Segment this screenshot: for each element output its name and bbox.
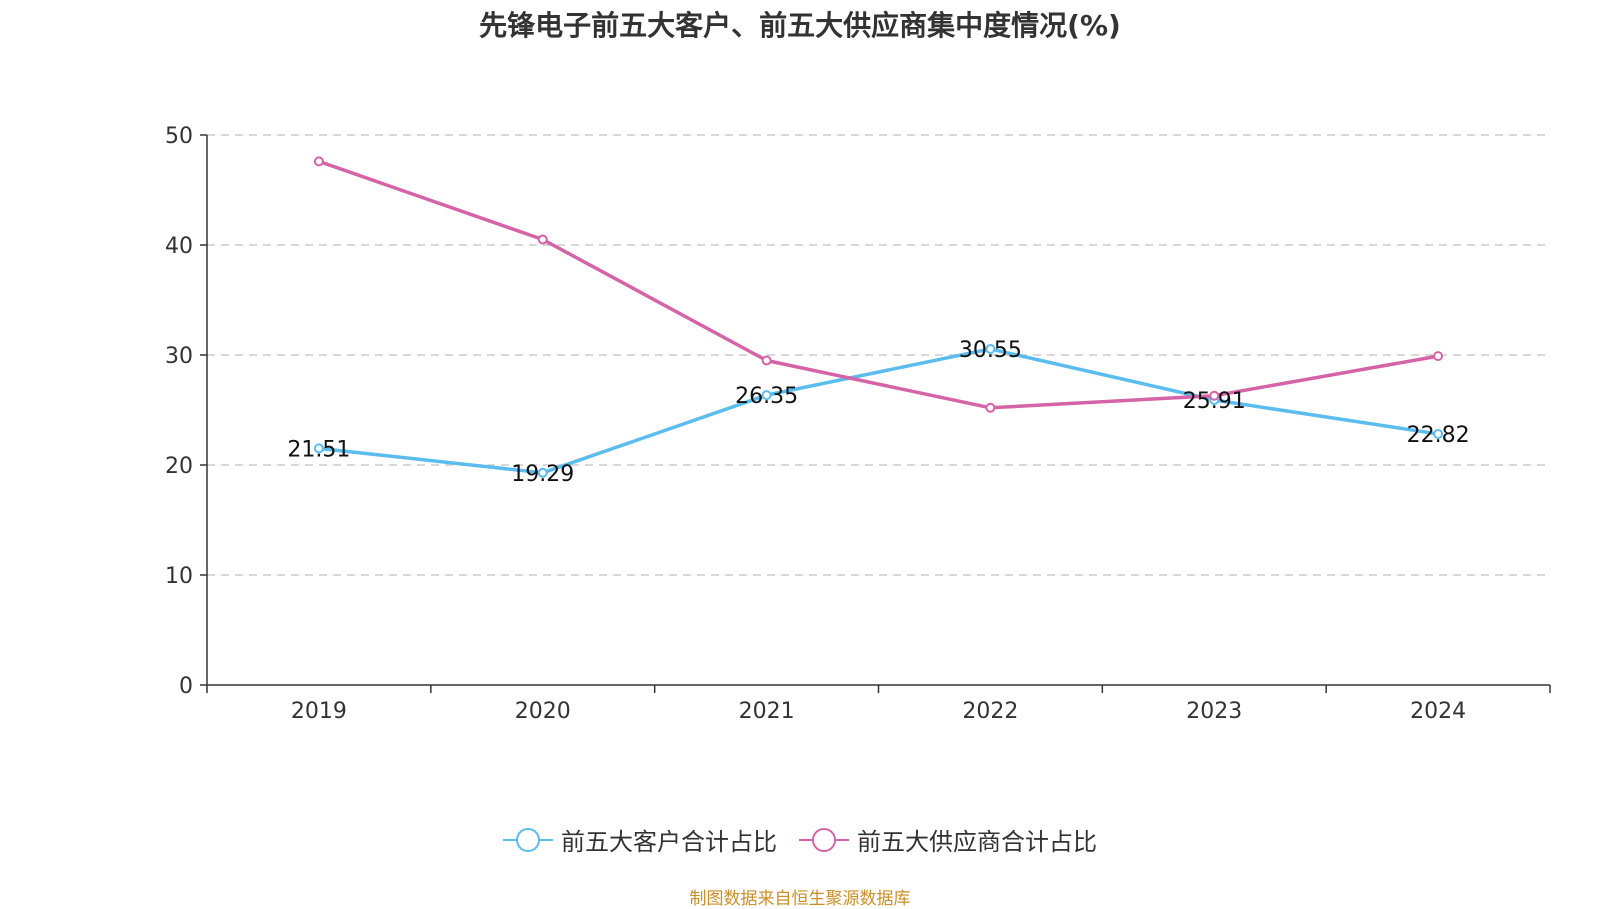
data-point-1 bbox=[1209, 390, 1220, 401]
x-tick-label: 2020 bbox=[515, 699, 571, 724]
data-label-0: 21.51 bbox=[287, 437, 350, 462]
x-tick-label: 2024 bbox=[1410, 699, 1466, 724]
x-tick-label: 2021 bbox=[739, 699, 795, 724]
y-tick-label: 0 bbox=[179, 674, 193, 699]
x-tick-label: 2022 bbox=[962, 699, 1018, 724]
legend-label-customers: 前五大客户合计占比 bbox=[561, 828, 777, 856]
data-label-0: 30.55 bbox=[959, 338, 1022, 363]
chart-title: 先锋电子前五大客户、前五大供应商集中度情况(%) bbox=[479, 9, 1121, 42]
x-tick-label: 2023 bbox=[1186, 699, 1242, 724]
data-point-0 bbox=[761, 390, 772, 401]
data-label-0: 25.91 bbox=[1183, 389, 1246, 414]
data-label-0: 22.82 bbox=[1407, 423, 1470, 448]
data-point-0 bbox=[313, 443, 324, 454]
legend: 前五大客户合计占比 前五大供应商合计占比 bbox=[0, 822, 1600, 857]
y-tick-label: 20 bbox=[165, 454, 193, 479]
data-point-0 bbox=[985, 343, 996, 354]
data-point-1 bbox=[313, 156, 324, 167]
data-point-1 bbox=[537, 234, 548, 245]
data-point-1 bbox=[985, 402, 996, 413]
data-point-0 bbox=[537, 467, 548, 478]
data-point-1 bbox=[761, 355, 772, 366]
series-line-1 bbox=[318, 159, 1439, 410]
data-label-0: 26.35 bbox=[735, 384, 798, 409]
y-tick-label: 30 bbox=[165, 344, 193, 369]
legend-label-suppliers: 前五大供应商合计占比 bbox=[857, 828, 1097, 856]
legend-swatch-suppliers bbox=[799, 827, 849, 852]
data-point-0 bbox=[1433, 428, 1444, 439]
legend-item-customers[interactable]: 前五大客户合计占比 bbox=[503, 822, 777, 857]
x-tick-label: 2019 bbox=[291, 699, 347, 724]
legend-item-suppliers[interactable]: 前五大供应商合计占比 bbox=[799, 822, 1097, 857]
legend-swatch-customers bbox=[503, 827, 553, 852]
source-note: 制图数据来自恒生聚源数据库 bbox=[689, 889, 911, 909]
y-tick-label: 50 bbox=[165, 124, 193, 149]
y-tick-label: 10 bbox=[165, 564, 193, 589]
y-tick-label: 40 bbox=[165, 234, 193, 259]
data-label-0: 19.29 bbox=[511, 462, 574, 487]
data-point-1 bbox=[1433, 351, 1444, 362]
series-line-0 bbox=[318, 347, 1439, 475]
